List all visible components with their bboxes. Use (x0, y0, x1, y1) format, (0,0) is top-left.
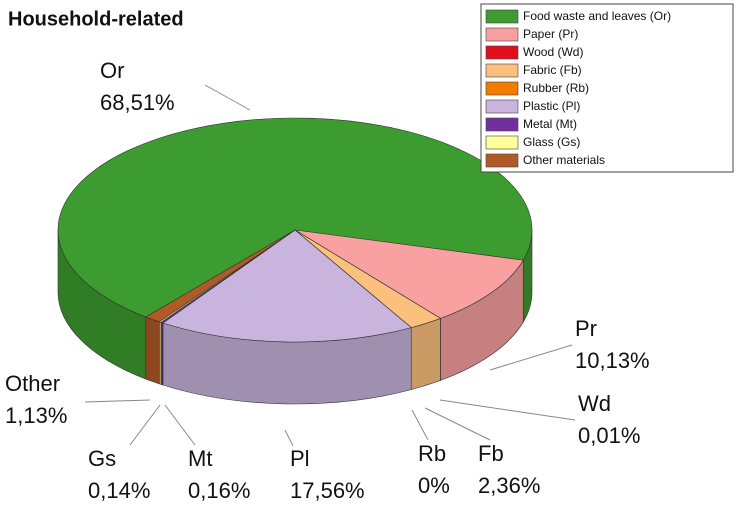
legend-swatch (485, 117, 519, 132)
pie (57, 117, 533, 405)
leader-line (284, 429, 294, 447)
slice-side (410, 317, 441, 391)
leader-line (439, 399, 576, 421)
legend-label: Metal (Mt) (523, 117, 577, 131)
legend: Food waste and leaves (Or) Paper (Pr) Wood… (480, 3, 734, 173)
legend-swatch (485, 9, 519, 24)
slice-name: Pr (575, 316, 597, 341)
slice-name: Pl (290, 446, 310, 471)
labels: Or 68,51% Pr 10,13% Wd 0,01% Fb 2,36% Rb 0% Pl 17,5… (5, 58, 650, 503)
legend-label: Glass (Gs) (523, 135, 580, 149)
slice-value: 0,16% (188, 478, 250, 503)
slice-value: 17,56% (290, 478, 365, 503)
slice-name: Mt (188, 446, 212, 471)
slice-value: 68,51% (100, 90, 175, 115)
slice-value: 10,13% (575, 348, 650, 373)
slice (162, 229, 412, 343)
legend-swatch (485, 63, 519, 78)
leader-line (129, 404, 161, 446)
legend-swatch (485, 99, 519, 114)
slice-value: 0,14% (88, 478, 150, 503)
legend-swatch (485, 153, 519, 168)
legend-swatch (485, 27, 519, 42)
legend-swatch (485, 135, 519, 150)
legend-label: Plastic (Pl) (523, 99, 580, 113)
legend-swatch (485, 81, 519, 96)
legend-label: Fabric (Fb) (523, 63, 582, 77)
slice-value: 1,13% (5, 403, 67, 428)
leader-line (204, 84, 251, 111)
slice-name: Gs (88, 446, 116, 471)
legend-label: Wood (Wd) (523, 45, 583, 59)
legend-label: Other materials (523, 153, 605, 167)
legend-label: Rubber (Rb) (523, 81, 589, 95)
slice-value: 0% (418, 473, 450, 498)
slice (294, 229, 524, 319)
slice-name: Fb (478, 441, 504, 466)
slice (57, 117, 533, 318)
slice-value: 0,01% (578, 423, 640, 448)
leader-line (489, 344, 573, 371)
leader-line (424, 407, 491, 441)
slice-value: 2,36% (478, 473, 540, 498)
slice (145, 229, 296, 323)
slice-name: Rb (418, 441, 446, 466)
slice-name: Or (100, 58, 124, 83)
slice-side (145, 316, 160, 385)
leader-line (164, 404, 196, 446)
legend-box (480, 3, 734, 173)
legend-label: Paper (Pr) (523, 27, 578, 41)
slice-name: Other (5, 371, 60, 396)
legend-swatch (485, 45, 519, 60)
leader-line (411, 409, 429, 441)
leader-line (84, 399, 151, 403)
legend-label: Food waste and leaves (Or) (523, 9, 671, 23)
chart-title: Household-related (8, 8, 184, 30)
slice-name: Wd (578, 391, 611, 416)
